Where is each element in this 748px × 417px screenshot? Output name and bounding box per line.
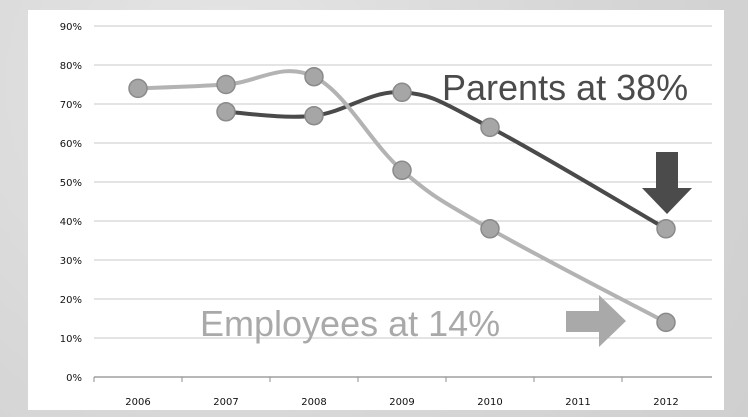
- y-tick-label: 10%: [60, 334, 82, 345]
- y-tick-label: 90%: [60, 22, 82, 33]
- grid: [94, 25, 712, 378]
- y-tick-label: 80%: [60, 61, 82, 72]
- data-point-parents: [480, 117, 500, 138]
- x-tick-label: 2009: [389, 397, 414, 408]
- data-point-employees: [216, 74, 236, 95]
- y-tick-label: 30%: [60, 256, 82, 267]
- y-tick-label: 70%: [60, 100, 82, 111]
- x-axis-ticks: 2006 2007 2008 2009 2010 2011 2012: [93, 377, 679, 408]
- data-point-employees: [392, 160, 412, 181]
- annotation-parents: Parents at 38%: [442, 67, 688, 108]
- x-tick-label: 2006: [125, 397, 150, 408]
- data-point-employees: [480, 219, 500, 239]
- y-tick-label: 60%: [60, 139, 82, 150]
- data-point-parents: [304, 105, 324, 126]
- data-point-parents: [656, 219, 676, 239]
- right-arrow-icon: [566, 295, 626, 347]
- down-arrow-icon: [642, 152, 692, 214]
- data-point-parents: [216, 102, 236, 122]
- y-tick-label: 20%: [60, 295, 82, 306]
- x-tick-label: 2011: [565, 397, 590, 408]
- data-point-employees: [656, 312, 676, 333]
- data-point-employees: [304, 66, 324, 87]
- y-tick-label: 0%: [66, 373, 82, 384]
- x-tick-label: 2012: [653, 397, 678, 408]
- plot-card: [28, 10, 724, 410]
- data-point-employees: [128, 78, 148, 99]
- x-tick-label: 2007: [213, 397, 238, 408]
- annotation-employees: Employees at 14%: [200, 303, 500, 344]
- y-tick-label: 50%: [60, 178, 82, 189]
- series-group: [128, 66, 676, 333]
- y-axis-ticks: 0% 10% 20% 30% 40% 50% 60% 70% 80% 90%: [60, 22, 82, 384]
- x-tick-label: 2008: [301, 397, 326, 408]
- x-tick-label: 2010: [477, 397, 502, 408]
- series-line-parents: [224, 90, 668, 231]
- data-point-parents: [392, 82, 412, 103]
- y-tick-label: 40%: [60, 217, 82, 228]
